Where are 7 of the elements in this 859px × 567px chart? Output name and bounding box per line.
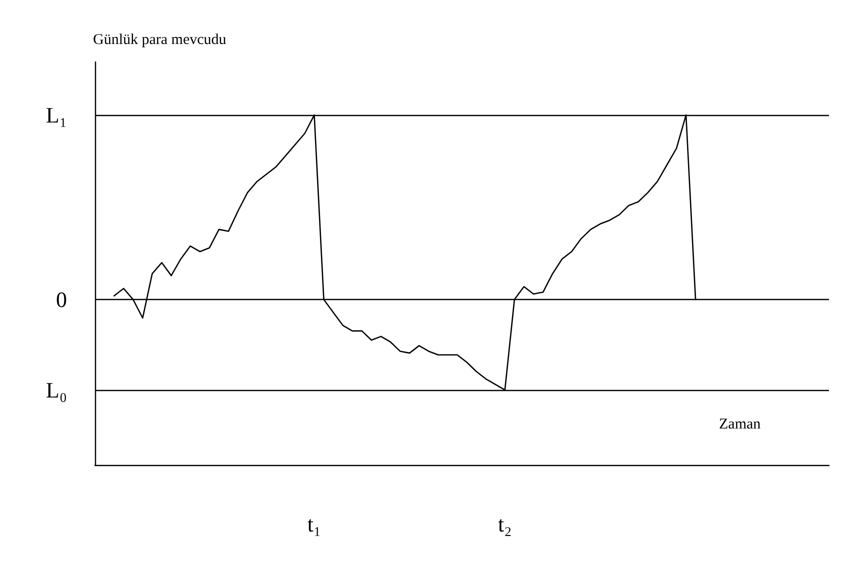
x-tick-label: t₂	[498, 512, 512, 536]
x-tick-label: t₁	[307, 512, 322, 536]
ref-line-label: 0	[56, 287, 67, 312]
x-axis-title: Zaman	[719, 416, 762, 432]
ref-line-label: L₁	[46, 102, 67, 128]
ref-line-label: L₀	[46, 377, 67, 402]
y-axis-title: Günlük para mevcudu	[93, 32, 227, 48]
